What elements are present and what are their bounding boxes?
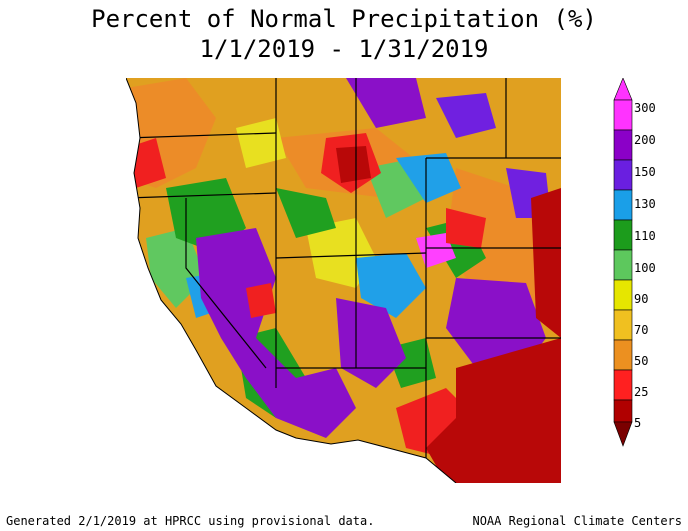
legend-swatch-0-5 [613,399,633,423]
legend-label-110: 110 [634,229,656,243]
legend-label-5: 5 [634,416,642,430]
legend-label-150: 150 [634,165,656,179]
legend-label-70: 70 [634,323,649,337]
precip-zone-violet [436,93,496,138]
legend-swatch-25-50 [613,339,633,371]
state-borders [126,78,561,458]
legend-cap-bottom [613,421,633,447]
legend-swatch-50-70 [613,309,633,341]
legend-colorbar [613,78,633,447]
precip-zone-purple [346,78,426,128]
state-border-line [126,132,277,139]
legend-label-100: 100 [634,261,656,275]
legend-label-200: 200 [634,133,656,147]
precip-zone-darkred [426,338,561,483]
source-credit: NOAA Regional Climate Centers [472,514,682,528]
legend-label-50: 50 [634,354,649,368]
coastline [126,78,457,483]
legend-label-90: 90 [634,292,649,306]
legend: 300 200 150 130 110 100 90 70 50 25 5 [612,78,688,458]
precipitation-map [126,78,561,483]
precip-zone-blue [396,153,461,203]
legend-swatch-5-25 [613,369,633,401]
title-line-2: 1/1/2019 - 1/31/2019 [199,35,489,63]
legend-swatch-70-90 [613,279,633,311]
precip-zone-purple [336,298,406,388]
precip-zone-green [276,188,336,238]
legend-cap-top [613,78,633,101]
legend-swatch-90-100 [613,249,633,281]
legend-swatch-110-130 [613,189,633,221]
legend-label-25: 25 [634,385,649,399]
precip-zone-purple [196,228,356,438]
generated-note: Generated 2/1/2019 at HPRCC using provis… [6,514,375,528]
state-border-line [185,198,267,369]
state-border-line [126,192,277,199]
precip-zone-red [246,283,276,318]
title-line-1: Percent of Normal Precipitation (%) [91,5,597,33]
legend-swatch-150-200 [613,129,633,161]
precip-zone-yellow [236,118,286,168]
precip-zone-blue [356,253,426,318]
precip-zone-darkred [531,188,561,338]
map-title: Percent of Normal Precipitation (%) 1/1/… [0,4,688,64]
state-border-line [275,252,427,259]
legend-label-130: 130 [634,197,656,211]
legend-swatch-100-110 [613,219,633,251]
precip-zone-red [446,208,486,248]
precip-zone-darkred [336,146,371,183]
legend-swatch-130-150 [613,159,633,191]
legend-swatch-200-300 [613,99,633,131]
legend-label-300: 300 [634,101,656,115]
